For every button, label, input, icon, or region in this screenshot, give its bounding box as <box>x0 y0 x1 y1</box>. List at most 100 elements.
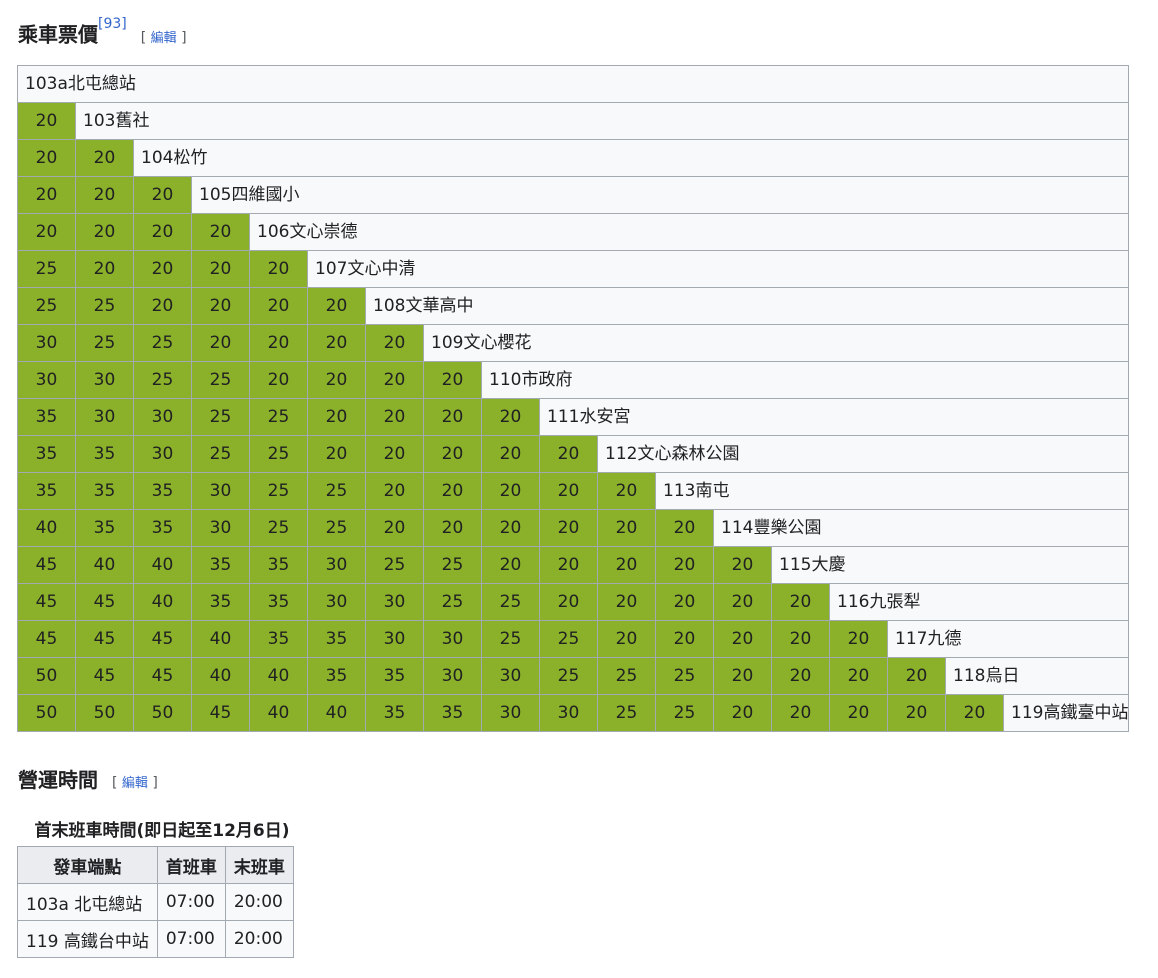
fare-cell: 25 <box>191 398 250 436</box>
fare-cell: 20 <box>597 546 656 584</box>
fare-row: 20 103舊社 <box>17 102 1130 140</box>
fare-cell: 50 <box>17 657 76 695</box>
fare-cell: 40 <box>191 657 250 695</box>
fare-cell: 20 <box>191 287 250 325</box>
fare-cell: 30 <box>75 361 134 399</box>
fare-cell: 40 <box>17 509 76 547</box>
fare-cell: 25 <box>17 250 76 288</box>
stop-name-cell: 112文心森林公園 <box>596 435 1130 473</box>
fare-row: 45 45 45 40 35 35 30 30 25 25 20 20 20 20 20 117九德 <box>17 620 1130 658</box>
fare-cell: 40 <box>307 694 366 732</box>
fare-row: 45 45 40 35 35 30 30 25 25 20 20 20 20 20 116九張犁 <box>17 583 1130 621</box>
fare-matrix-table: 103a北屯總站 20 103舊社 20 20 104松竹 20 20 20 105四維國小 20 2… <box>16 65 1130 732</box>
hours-edit-link[interactable]: 編輯 <box>121 776 148 791</box>
fare-cell: 35 <box>423 694 482 732</box>
fare-cell: 20 <box>655 583 714 621</box>
fare-cell: 50 <box>133 694 192 732</box>
stop-name-cell: 103舊社 <box>74 102 1130 140</box>
fare-cell: 20 <box>597 509 656 547</box>
stop-name-cell: 110市政府 <box>480 361 1130 399</box>
fare-cell: 25 <box>249 398 308 436</box>
fare-cell: 25 <box>539 620 598 658</box>
fare-cell: 50 <box>17 694 76 732</box>
fare-cell: 25 <box>249 435 308 473</box>
fare-cell: 20 <box>539 472 598 510</box>
fare-cell: 20 <box>365 509 424 547</box>
fare-cell: 25 <box>423 583 482 621</box>
fare-cell: 20 <box>945 694 1004 732</box>
fare-cell: 30 <box>365 583 424 621</box>
fare-cell: 35 <box>365 694 424 732</box>
fare-cell: 30 <box>539 694 598 732</box>
fare-cell: 20 <box>307 435 366 473</box>
fare-cell: 20 <box>713 583 772 621</box>
fare-cell: 45 <box>75 620 134 658</box>
fare-edit-section: [ 編輯 ] <box>140 29 187 46</box>
fare-cell: 35 <box>191 583 250 621</box>
fare-cell: 20 <box>365 398 424 436</box>
fare-cell: 25 <box>133 361 192 399</box>
fare-cell: 35 <box>133 472 192 510</box>
fare-cell: 35 <box>307 657 366 695</box>
fare-cell: 20 <box>481 472 540 510</box>
fare-row: 35 30 30 25 25 20 20 20 20 111水安宮 <box>17 398 1130 436</box>
time-table-caption: 首末班車時間(即日起至12月6日) <box>34 821 290 841</box>
fare-cell: 20 <box>75 139 134 177</box>
fare-cell: 20 <box>771 620 830 658</box>
fare-cell: 40 <box>191 620 250 658</box>
fare-cell: 25 <box>249 472 308 510</box>
fare-cell: 20 <box>365 472 424 510</box>
fare-reference-link[interactable]: [93] <box>98 16 127 32</box>
stop-name-cell: 107文心中清 <box>306 250 1130 288</box>
fare-cell: 20 <box>307 361 366 399</box>
fare-row: 45 40 40 35 35 30 25 25 20 20 20 20 20 115大慶 <box>17 546 1130 584</box>
fare-edit-link[interactable]: 編輯 <box>150 30 177 46</box>
fare-row: 20 20 20 105四維國小 <box>17 176 1130 214</box>
fare-cell: 20 <box>307 287 366 325</box>
stop-name-cell: 116九張犁 <box>828 583 1130 621</box>
fare-cell: 20 <box>191 250 250 288</box>
hours-edit-section: [ 編輯 ] <box>112 775 158 791</box>
fare-row: 35 35 35 30 25 25 20 20 20 20 20 113南屯 <box>17 472 1130 510</box>
fare-cell: 45 <box>17 583 76 621</box>
fare-cell: 20 <box>17 213 76 251</box>
fare-row: 50 45 45 40 40 35 35 30 30 25 25 25 20 20 20 20 118烏日 <box>17 657 1130 695</box>
stop-name-cell: 118烏日 <box>944 657 1130 695</box>
terminal-cell: 103a 北屯總站 <box>17 883 158 921</box>
fare-cell: 20 <box>249 361 308 399</box>
fare-cell: 30 <box>423 620 482 658</box>
stop-name-cell: 109文心櫻花 <box>422 324 1130 362</box>
fare-cell: 40 <box>133 546 192 584</box>
stop-name-cell: 106文心崇德 <box>248 213 1130 251</box>
fare-cell: 20 <box>249 250 308 288</box>
stop-name-cell: 111水安宮 <box>538 398 1130 436</box>
fare-cell: 20 <box>75 213 134 251</box>
fare-cell: 20 <box>191 324 250 362</box>
fare-cell: 20 <box>423 435 482 473</box>
stop-name-cell: 113南屯 <box>654 472 1130 510</box>
fare-cell: 20 <box>713 694 772 732</box>
fare-cell: 20 <box>17 176 76 214</box>
fare-cell: 20 <box>133 287 192 325</box>
fare-cell: 20 <box>481 398 540 436</box>
fare-cell: 20 <box>713 657 772 695</box>
fare-cell: 20 <box>365 435 424 473</box>
fare-cell: 35 <box>17 435 76 473</box>
fare-cell: 20 <box>713 620 772 658</box>
fare-cell: 30 <box>133 398 192 436</box>
fare-cell: 20 <box>191 213 250 251</box>
fare-cell: 20 <box>829 620 888 658</box>
fare-cell: 30 <box>75 398 134 436</box>
fare-row: 20 20 20 20 106文心崇德 <box>17 213 1130 251</box>
fare-cell: 20 <box>771 694 830 732</box>
fare-cell: 35 <box>75 435 134 473</box>
fare-cell: 35 <box>307 620 366 658</box>
fare-row: 40 35 35 30 25 25 20 20 20 20 20 20 114豐樂公園 <box>17 509 1130 547</box>
fare-cell: 20 <box>713 546 772 584</box>
fare-cell: 35 <box>249 620 308 658</box>
header-first-bus: 首班車 <box>156 846 226 884</box>
fare-cell: 45 <box>17 620 76 658</box>
last-bus-cell: 20:00 <box>224 883 294 921</box>
fare-cell: 40 <box>249 694 308 732</box>
fare-cell: 35 <box>17 472 76 510</box>
